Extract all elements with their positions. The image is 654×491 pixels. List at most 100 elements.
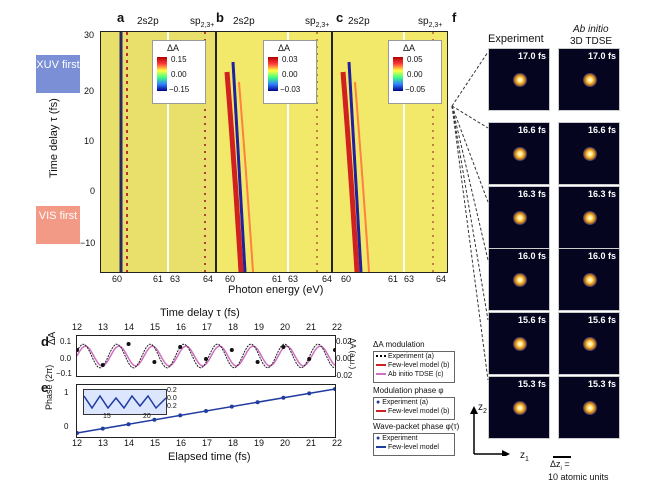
d-y2-tick: 0.00 (336, 354, 352, 363)
d-y-label: ΔA (47, 331, 58, 345)
frame-time-label: 17.0 fs (517, 51, 546, 61)
wave-packet-blob (583, 401, 597, 415)
x-tick: 61 (272, 274, 283, 284)
tdse-frame: 17.0 fs (558, 48, 620, 111)
tdse-frame: 16.0 fs (558, 248, 620, 311)
experiment-frame: 17.0 fs (488, 48, 550, 111)
wave-packet-blob (513, 401, 527, 415)
colorbar-b (268, 57, 278, 91)
state-label-2s2p-c: 2s2p (348, 16, 370, 27)
wave-packet-blob (513, 211, 527, 225)
z2-label: z2 (478, 402, 487, 415)
experiment-point (178, 345, 183, 349)
colorbar-tick: 0.00 (282, 70, 298, 79)
wave-packet-fit-line (76, 388, 336, 434)
experiment-point (229, 348, 234, 352)
d-y-tick: −0.1 (56, 369, 72, 378)
elapsed-label: Elapsed time (fs) (168, 451, 251, 463)
z1-label: z1 (520, 450, 529, 463)
experiment-frame: 15.3 fs (488, 376, 550, 439)
e-y-tick: 0 (64, 422, 69, 431)
map-c-features (340, 32, 434, 272)
d-y2-tick: 0.02 (336, 337, 352, 346)
wave-packet-blob (583, 73, 597, 87)
connector-lines (451, 51, 489, 381)
x-tick: 64 (322, 274, 333, 284)
wave-packet-blob (583, 337, 597, 351)
d-y-tick: 0.0 (60, 354, 72, 363)
panel-label-d: d (41, 334, 49, 349)
y-tick: −10 (80, 238, 96, 248)
y-tick: 0 (90, 186, 96, 196)
gap-line (403, 32, 405, 272)
panel-d-svg (75, 342, 337, 369)
colorbar-tick: −0.15 (169, 85, 190, 94)
x-tick: 18 (228, 438, 239, 448)
experiment-frame: 16.0 fs (488, 248, 550, 311)
experiment-curve (76, 343, 336, 369)
x-tick: 14 (124, 322, 135, 332)
f-col-abinitio: Ab initio (573, 24, 609, 35)
experiment-point (204, 357, 208, 361)
x-tick: 61 (388, 274, 399, 284)
experiment-point (281, 345, 286, 349)
experiment-point (307, 357, 312, 361)
tdse-frame: 15.3 fs (558, 376, 620, 439)
frame-time-label: 16.0 fs (517, 251, 546, 261)
gap-line (287, 32, 289, 272)
legend-line-exp: Experiment (a) (376, 353, 434, 360)
f-col-experiment: Experiment (488, 33, 544, 45)
experiment-point (100, 363, 105, 367)
x-tick: 17 (202, 438, 213, 448)
legend-line-few: Few-level model (b) (376, 362, 449, 369)
y-tick: 30 (84, 30, 95, 40)
panel-d-plot (75, 335, 337, 377)
x-tick: 63 (404, 274, 415, 284)
x-tick: 60 (341, 274, 352, 284)
e-inset (83, 389, 167, 415)
legend-wp-few: Few-level model (376, 444, 439, 451)
f-axes-arrows (470, 406, 510, 456)
colorbar-c (393, 57, 403, 91)
legend-phase-box: ● Experiment (a) Few-level model (b) (373, 397, 455, 420)
colorbar-tick: 0.00 (407, 70, 423, 79)
frame-time-label: 15.3 fs (587, 379, 616, 389)
e-inset-x-tick: 20 (143, 413, 151, 420)
e-inset-tick: 0.2 (167, 387, 177, 394)
x-tick: 20 (280, 322, 291, 332)
colorbar-tick: 0.03 (282, 55, 298, 64)
xuv-first-tag: XUV first (36, 55, 80, 93)
colorbar-title: ΔA (278, 43, 291, 53)
colorbar-tick: −0.03 (280, 85, 301, 94)
frame-time-label: 15.3 fs (517, 379, 546, 389)
colorbar-box-b: ΔA 0.03 0.00 −0.03 (263, 40, 317, 104)
scale-units: 10 atomic units (548, 472, 609, 482)
panel-e-plot: 0.2 0.0 0.2 15 20 (75, 384, 337, 438)
e-inset-x-tick: 15 (103, 413, 111, 420)
x-tick: 14 (124, 438, 135, 448)
experiment-point (152, 360, 157, 364)
experiment-point (333, 348, 337, 352)
x-tick: 18 (228, 322, 239, 332)
experiment-frame: 15.6 fs (488, 312, 550, 375)
colorbar-box-c: ΔA 0.05 0.00 −0.05 (388, 40, 442, 104)
vis-first-tag: VIS first (36, 206, 80, 244)
wave-packet-blob (583, 147, 597, 161)
wave-packet-blob (513, 337, 527, 351)
e-y-tick: 1 (64, 388, 69, 397)
x-tick: 12 (72, 322, 83, 332)
y-tick: 10 (84, 136, 95, 146)
state-label-2s2p-a: 2s2p (137, 16, 159, 27)
x-tick: 61 (153, 274, 164, 284)
d-y2-tick: −0.02 (332, 371, 353, 380)
colorbar-tick: 0.05 (407, 55, 423, 64)
scale-bar (553, 456, 571, 458)
colorbar-box-a: ΔA 0.15 0.00 −0.15 (152, 40, 206, 104)
state-label-sp-a: sp2,3+ (190, 16, 215, 29)
colorbar-tick: 0.15 (171, 55, 187, 64)
x-tick: 63 (288, 274, 299, 284)
x-tick: 17 (202, 322, 213, 332)
x-tick: 60 (225, 274, 236, 284)
d-y-tick: 0.1 (60, 337, 72, 346)
frame-time-label: 17.0 fs (587, 51, 616, 61)
